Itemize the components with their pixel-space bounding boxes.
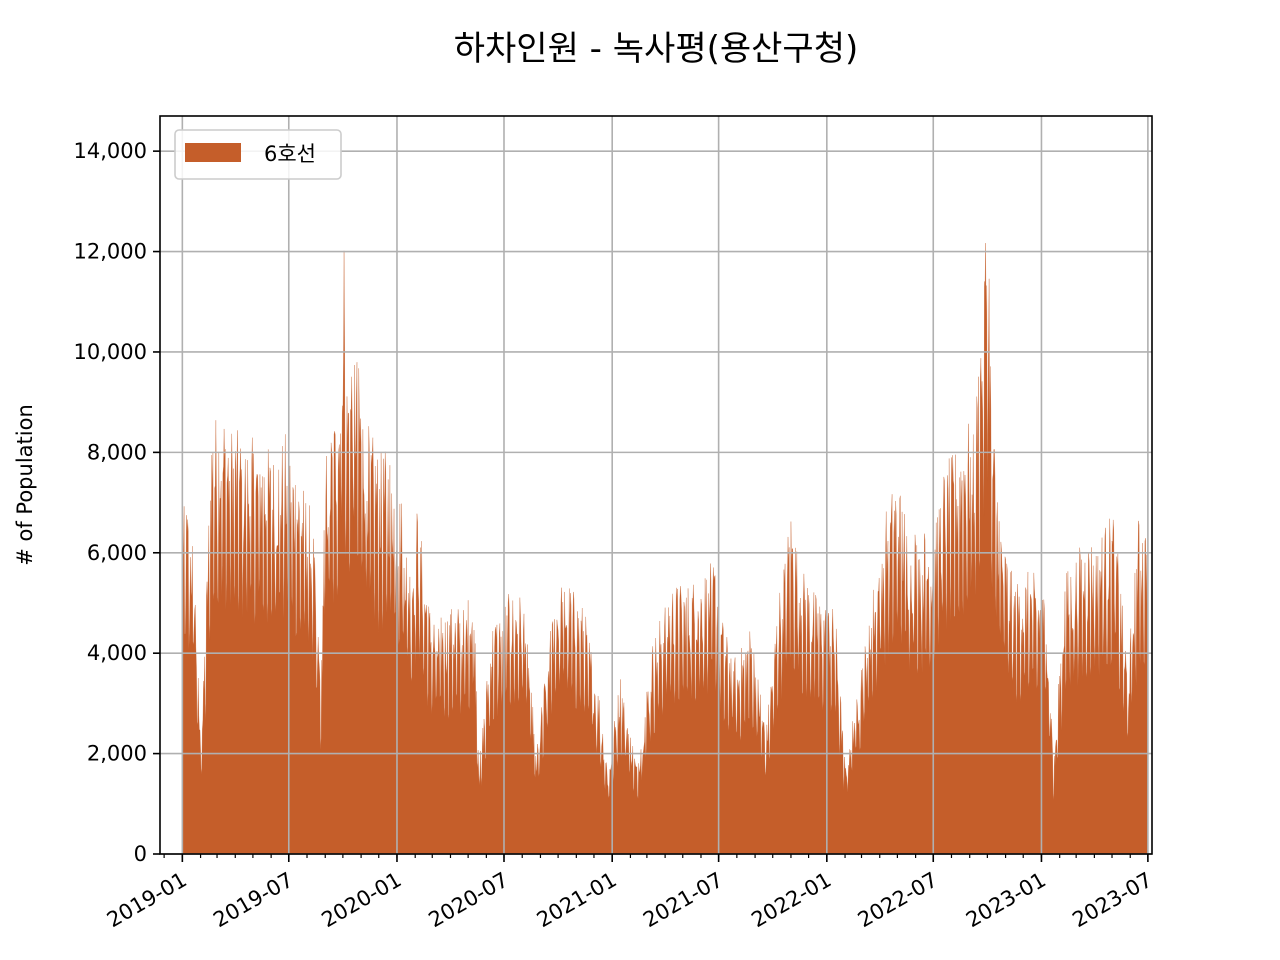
- y-axis-label: # of Population: [13, 404, 37, 566]
- y-tick-label-5: 10,000: [74, 340, 147, 364]
- x-tick-label-9: 2023-07: [1068, 868, 1156, 933]
- y-axis-ticks: 0 2,000 4,000 6,000 8,000 10,000 12,000 14,000: [74, 139, 160, 866]
- series-layer: [182, 243, 1148, 855]
- y-tick-label-2: 4,000: [87, 641, 147, 665]
- x-tick-label-5: 2021-07: [639, 868, 727, 933]
- x-tick-label-3: 2020-07: [425, 868, 513, 933]
- legend-label-6호선: 6호선: [264, 142, 316, 166]
- x-tick-label-1: 2019-07: [209, 868, 297, 933]
- x-tick-label-4: 2021-01: [533, 868, 621, 933]
- x-tick-label-6: 2022-01: [747, 868, 835, 933]
- chart-title: 하차인원 - 녹사평(용산구청): [454, 29, 859, 69]
- y-tick-label-1: 2,000: [87, 742, 147, 766]
- series-6호선-area: [182, 243, 1148, 855]
- axes: [159, 115, 1153, 855]
- legend-box: [174, 129, 342, 180]
- y-tick-label-4: 8,000: [87, 440, 147, 464]
- legend-swatch-6호선: [185, 143, 241, 162]
- axes-frame: [159, 115, 1153, 855]
- y-tick-label-3: 6,000: [87, 541, 147, 565]
- y-tick-label-6: 12,000: [74, 240, 147, 264]
- x-tick-label-7: 2022-07: [854, 868, 942, 933]
- legend: 6호선: [174, 129, 342, 180]
- x-tick-label-0: 2019-01: [103, 868, 191, 933]
- x-tick-label-2: 2020-01: [317, 868, 405, 933]
- y-tick-label-0: 0: [134, 842, 147, 866]
- y-tick-label-7: 14,000: [74, 139, 147, 163]
- x-tick-label-8: 2023-01: [962, 868, 1050, 933]
- x-axis-ticks: 2019-01 2019-07 2020-01 2020-07 2021-01 2021-…: [103, 854, 1156, 933]
